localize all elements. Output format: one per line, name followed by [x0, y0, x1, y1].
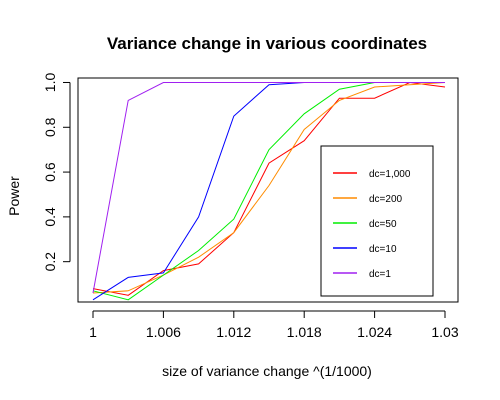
- series-lines: [92, 81, 446, 301]
- y-tick-label: 0.2: [42, 252, 58, 272]
- x-tick-label: 1.03: [431, 324, 458, 340]
- series-line-dc-1-000: [92, 81, 446, 296]
- legend-label: dc=1: [369, 269, 391, 280]
- legend-label: dc=1,000: [369, 169, 411, 180]
- x-tick-label: 1.018: [287, 324, 322, 340]
- legend-label: dc=50: [369, 219, 397, 230]
- y-axis-label: Power: [6, 176, 22, 216]
- legend-label: dc=200: [369, 194, 403, 205]
- x-tick-label: 1.012: [216, 324, 251, 340]
- plot-frame: [77, 77, 459, 303]
- x-tick-label: 1.024: [357, 324, 392, 340]
- y-tick-label: 0.4: [42, 207, 58, 227]
- x-axis-label: size of variance change ^(1/1000): [162, 363, 372, 379]
- x-axis: 1 1.006 1.012 1.018 1.024 1.03: [89, 310, 459, 340]
- legend-label: dc=10: [369, 244, 397, 255]
- chart-title: Variance change in various coordinates: [107, 34, 427, 53]
- series-line-dc-1: [92, 82, 445, 294]
- y-axis: 0.2 0.4 0.6 0.8 1.0: [42, 73, 71, 272]
- y-tick-label: 0.6: [42, 162, 58, 182]
- y-tick-label: 0.8: [42, 117, 58, 137]
- x-tick-label: 1.006: [146, 324, 181, 340]
- legend-box: [320, 145, 434, 297]
- y-tick-label: 1.0: [42, 73, 58, 93]
- x-tick-label: 1: [89, 324, 97, 340]
- series-line-dc-200: [92, 82, 446, 294]
- legend: dc=1,000 dc=200 dc=50 dc=10 dc=1: [320, 145, 434, 297]
